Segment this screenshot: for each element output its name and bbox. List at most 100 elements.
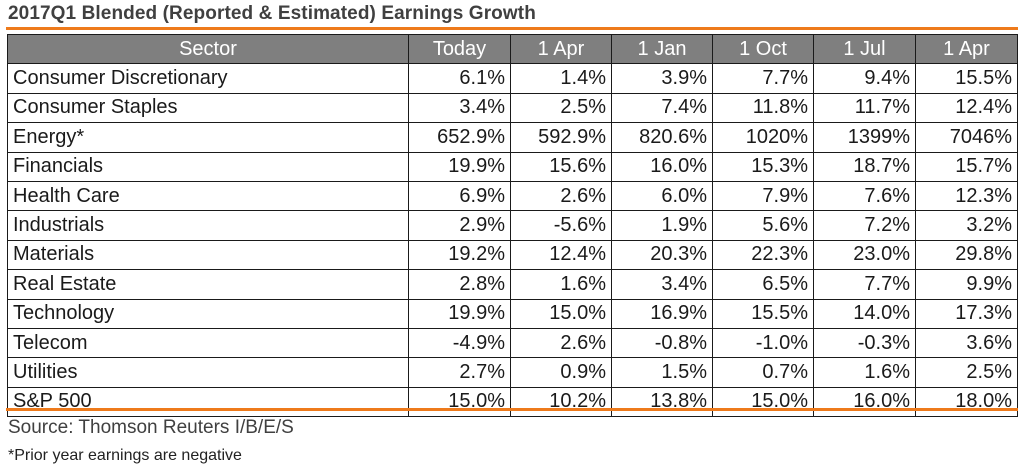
column-header: Today — [408, 33, 511, 65]
value-cell: 3.6% — [915, 327, 1018, 359]
value-cell: 20.3% — [611, 239, 713, 271]
value-cell: 1020% — [712, 122, 814, 153]
column-header: Sector — [7, 33, 409, 65]
value-cell: 1.9% — [611, 210, 713, 241]
value-cell: -0.8% — [611, 327, 713, 359]
value-cell: 6.1% — [408, 63, 511, 94]
value-cell: 2.8% — [408, 269, 511, 300]
value-cell: -5.6% — [510, 210, 612, 241]
column-header: 1 Apr — [915, 33, 1018, 65]
value-cell: 17.3% — [915, 298, 1018, 329]
table-row: Materials 19.2% 12.4% 20.3% 22.3% 23.0% 29.8% — [7, 239, 1018, 271]
value-cell: 3.9% — [611, 63, 713, 94]
value-cell: 15.0% — [510, 298, 612, 329]
table-row: Financials 19.9% 15.6% 16.0% 15.3% 18.7% 15.7% — [7, 151, 1018, 182]
value-cell: 1.4% — [510, 63, 612, 94]
value-cell: 2.6% — [510, 180, 612, 212]
value-cell: 16.0% — [813, 386, 916, 418]
column-header: 1 Jul — [813, 33, 916, 65]
value-cell: 16.9% — [611, 298, 713, 329]
table-row-total: S&P 500 15.0% 10.2% 13.8% 15.0% 16.0% 18.0% — [7, 386, 1018, 418]
value-cell: 15.7% — [915, 151, 1018, 182]
value-cell: 3.4% — [611, 269, 713, 300]
value-cell: 3.2% — [915, 210, 1018, 241]
sector-cell: Consumer Staples — [7, 92, 409, 124]
value-cell: 1.6% — [813, 357, 916, 388]
value-cell: 7.7% — [712, 63, 814, 94]
value-cell: 7.6% — [813, 180, 916, 212]
value-cell: 15.0% — [712, 386, 814, 418]
table-row: Consumer Discretionary 6.1% 1.4% 3.9% 7.7% 9.… — [7, 63, 1018, 94]
table-body: Consumer Discretionary 6.1% 1.4% 3.9% 7.7% 9.… — [7, 63, 1018, 418]
value-cell: 0.7% — [712, 357, 814, 388]
value-cell: 12.4% — [915, 92, 1018, 124]
value-cell: 22.3% — [712, 239, 814, 271]
sector-cell: Financials — [7, 151, 409, 182]
sector-cell: Health Care — [7, 180, 409, 212]
value-cell: 2.6% — [510, 327, 612, 359]
value-cell: 2.5% — [510, 92, 612, 124]
earnings-growth-table: Sector Today 1 Apr 1 Jan 1 Oct 1 Jul 1 A… — [7, 33, 1018, 418]
footnote: *Prior year earnings are negative — [8, 447, 242, 464]
value-cell: 16.0% — [611, 151, 713, 182]
table-header-row: Sector Today 1 Apr 1 Jan 1 Oct 1 Jul 1 A… — [7, 33, 1018, 65]
sector-cell: Industrials — [7, 210, 409, 241]
sector-cell: Technology — [7, 298, 409, 329]
value-cell: 18.0% — [915, 386, 1018, 418]
value-cell: 9.9% — [915, 269, 1018, 300]
value-cell: 15.5% — [915, 63, 1018, 94]
value-cell: 19.9% — [408, 298, 511, 329]
sector-cell: S&P 500 — [7, 386, 409, 418]
sector-cell: Real Estate — [7, 269, 409, 300]
value-cell: 12.4% — [510, 239, 612, 271]
value-cell: 19.9% — [408, 151, 511, 182]
value-cell: 2.9% — [408, 210, 511, 241]
value-cell: 9.4% — [813, 63, 916, 94]
value-cell: 29.8% — [915, 239, 1018, 271]
value-cell: 6.9% — [408, 180, 511, 212]
table-row: Consumer Staples 3.4% 2.5% 7.4% 11.8% 11.7% 12… — [7, 92, 1018, 124]
value-cell: 15.3% — [712, 151, 814, 182]
value-cell: 7.2% — [813, 210, 916, 241]
value-cell: 1399% — [813, 122, 916, 153]
column-header: 1 Jan — [611, 33, 713, 65]
table-row: Industrials 2.9% -5.6% 1.9% 5.6% 7.2% 3.2% — [7, 210, 1018, 241]
value-cell: 2.5% — [915, 357, 1018, 388]
value-cell: 7046% — [915, 122, 1018, 153]
value-cell: 1.6% — [510, 269, 612, 300]
source-note: Source: Thomson Reuters I/B/E/S — [8, 417, 294, 438]
page-title: 2017Q1 Blended (Reported & Estimated) Ea… — [8, 3, 536, 24]
sector-cell: Consumer Discretionary — [7, 63, 409, 94]
column-header: 1 Apr — [510, 33, 612, 65]
table-row: Telecom -4.9% 2.6% -0.8% -1.0% -0.3% 3.6% — [7, 327, 1018, 359]
value-cell: 2.7% — [408, 357, 511, 388]
table-row: Real Estate 2.8% 1.6% 3.4% 6.5% 7.7% 9.9% — [7, 269, 1018, 300]
value-cell: 652.9% — [408, 122, 511, 153]
sector-cell: Utilities — [7, 357, 409, 388]
value-cell: 18.7% — [813, 151, 916, 182]
sector-cell: Telecom — [7, 327, 409, 359]
bottom-divider — [6, 408, 1018, 411]
table-row: Technology 19.9% 15.0% 16.9% 15.5% 14.0% 17.3% — [7, 298, 1018, 329]
value-cell: 11.8% — [712, 92, 814, 124]
column-header: 1 Oct — [712, 33, 814, 65]
table-row: Utilities 2.7% 0.9% 1.5% 0.7% 1.6% 2.5% — [7, 357, 1018, 388]
sector-cell: Energy* — [7, 122, 409, 153]
table-row: Health Care 6.9% 2.6% 6.0% 7.9% 7.6% 12.3% — [7, 180, 1018, 212]
value-cell: 7.4% — [611, 92, 713, 124]
value-cell: 11.7% — [813, 92, 916, 124]
value-cell: 12.3% — [915, 180, 1018, 212]
value-cell: 15.5% — [712, 298, 814, 329]
value-cell: 7.9% — [712, 180, 814, 212]
value-cell: 19.2% — [408, 239, 511, 271]
value-cell: 7.7% — [813, 269, 916, 300]
value-cell: 13.8% — [611, 386, 713, 418]
sector-cell: Materials — [7, 239, 409, 271]
value-cell: 592.9% — [510, 122, 612, 153]
value-cell: -0.3% — [813, 327, 916, 359]
value-cell: 10.2% — [510, 386, 612, 418]
value-cell: 23.0% — [813, 239, 916, 271]
value-cell: -4.9% — [408, 327, 511, 359]
value-cell: 1.5% — [611, 357, 713, 388]
value-cell: 0.9% — [510, 357, 612, 388]
